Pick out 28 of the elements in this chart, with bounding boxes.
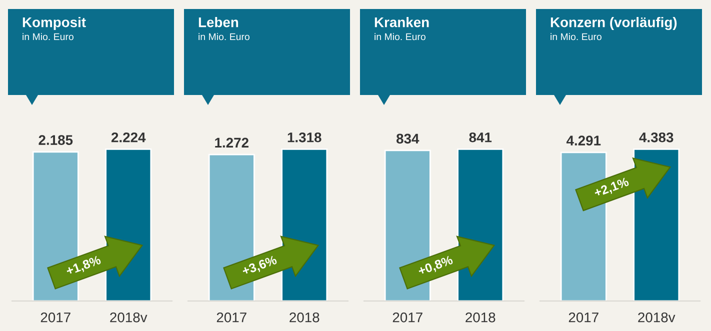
x-tick-label: 2018v	[110, 312, 148, 322]
annotation: +0,8%	[417, 255, 454, 278]
data-label: 841	[469, 132, 492, 142]
chart-title: Komposit	[22, 17, 86, 30]
x-tick-label: 2018v	[638, 312, 676, 322]
x-tick-label: 2017	[392, 312, 422, 322]
chart-subtitle: in Mio. Euro	[22, 33, 74, 40]
data-label: 834	[396, 134, 420, 144]
data-label: 4.383	[639, 132, 674, 142]
data-label: 4.291	[566, 136, 601, 146]
annotation: +1,8%	[65, 255, 102, 278]
data-label: 2.224	[111, 132, 146, 142]
data-label: 1.318	[288, 132, 322, 142]
data-label: 1.272	[215, 138, 248, 148]
chart-subtitle: in Mio. Euro	[374, 33, 426, 40]
x-tick-label: 2017	[40, 312, 70, 322]
x-tick-label: 2017	[216, 312, 246, 322]
annotation: +3,6%	[241, 255, 278, 278]
annotation: +2,1%	[593, 177, 630, 199]
x-tick-label: 2017	[568, 312, 598, 322]
chart-title: Kranken	[374, 17, 429, 28]
x-tick-label: 2018	[290, 312, 320, 322]
x-tick-label: 2018	[466, 312, 496, 322]
chart-subtitle: in Mio. Euro	[198, 33, 250, 40]
data-label: 2.185	[38, 135, 73, 145]
chart-title: Leben	[198, 17, 238, 28]
chart-title: Konzern (vorläufig)	[550, 17, 677, 30]
chart-subtitle: in Mio. Euro	[550, 33, 602, 40]
